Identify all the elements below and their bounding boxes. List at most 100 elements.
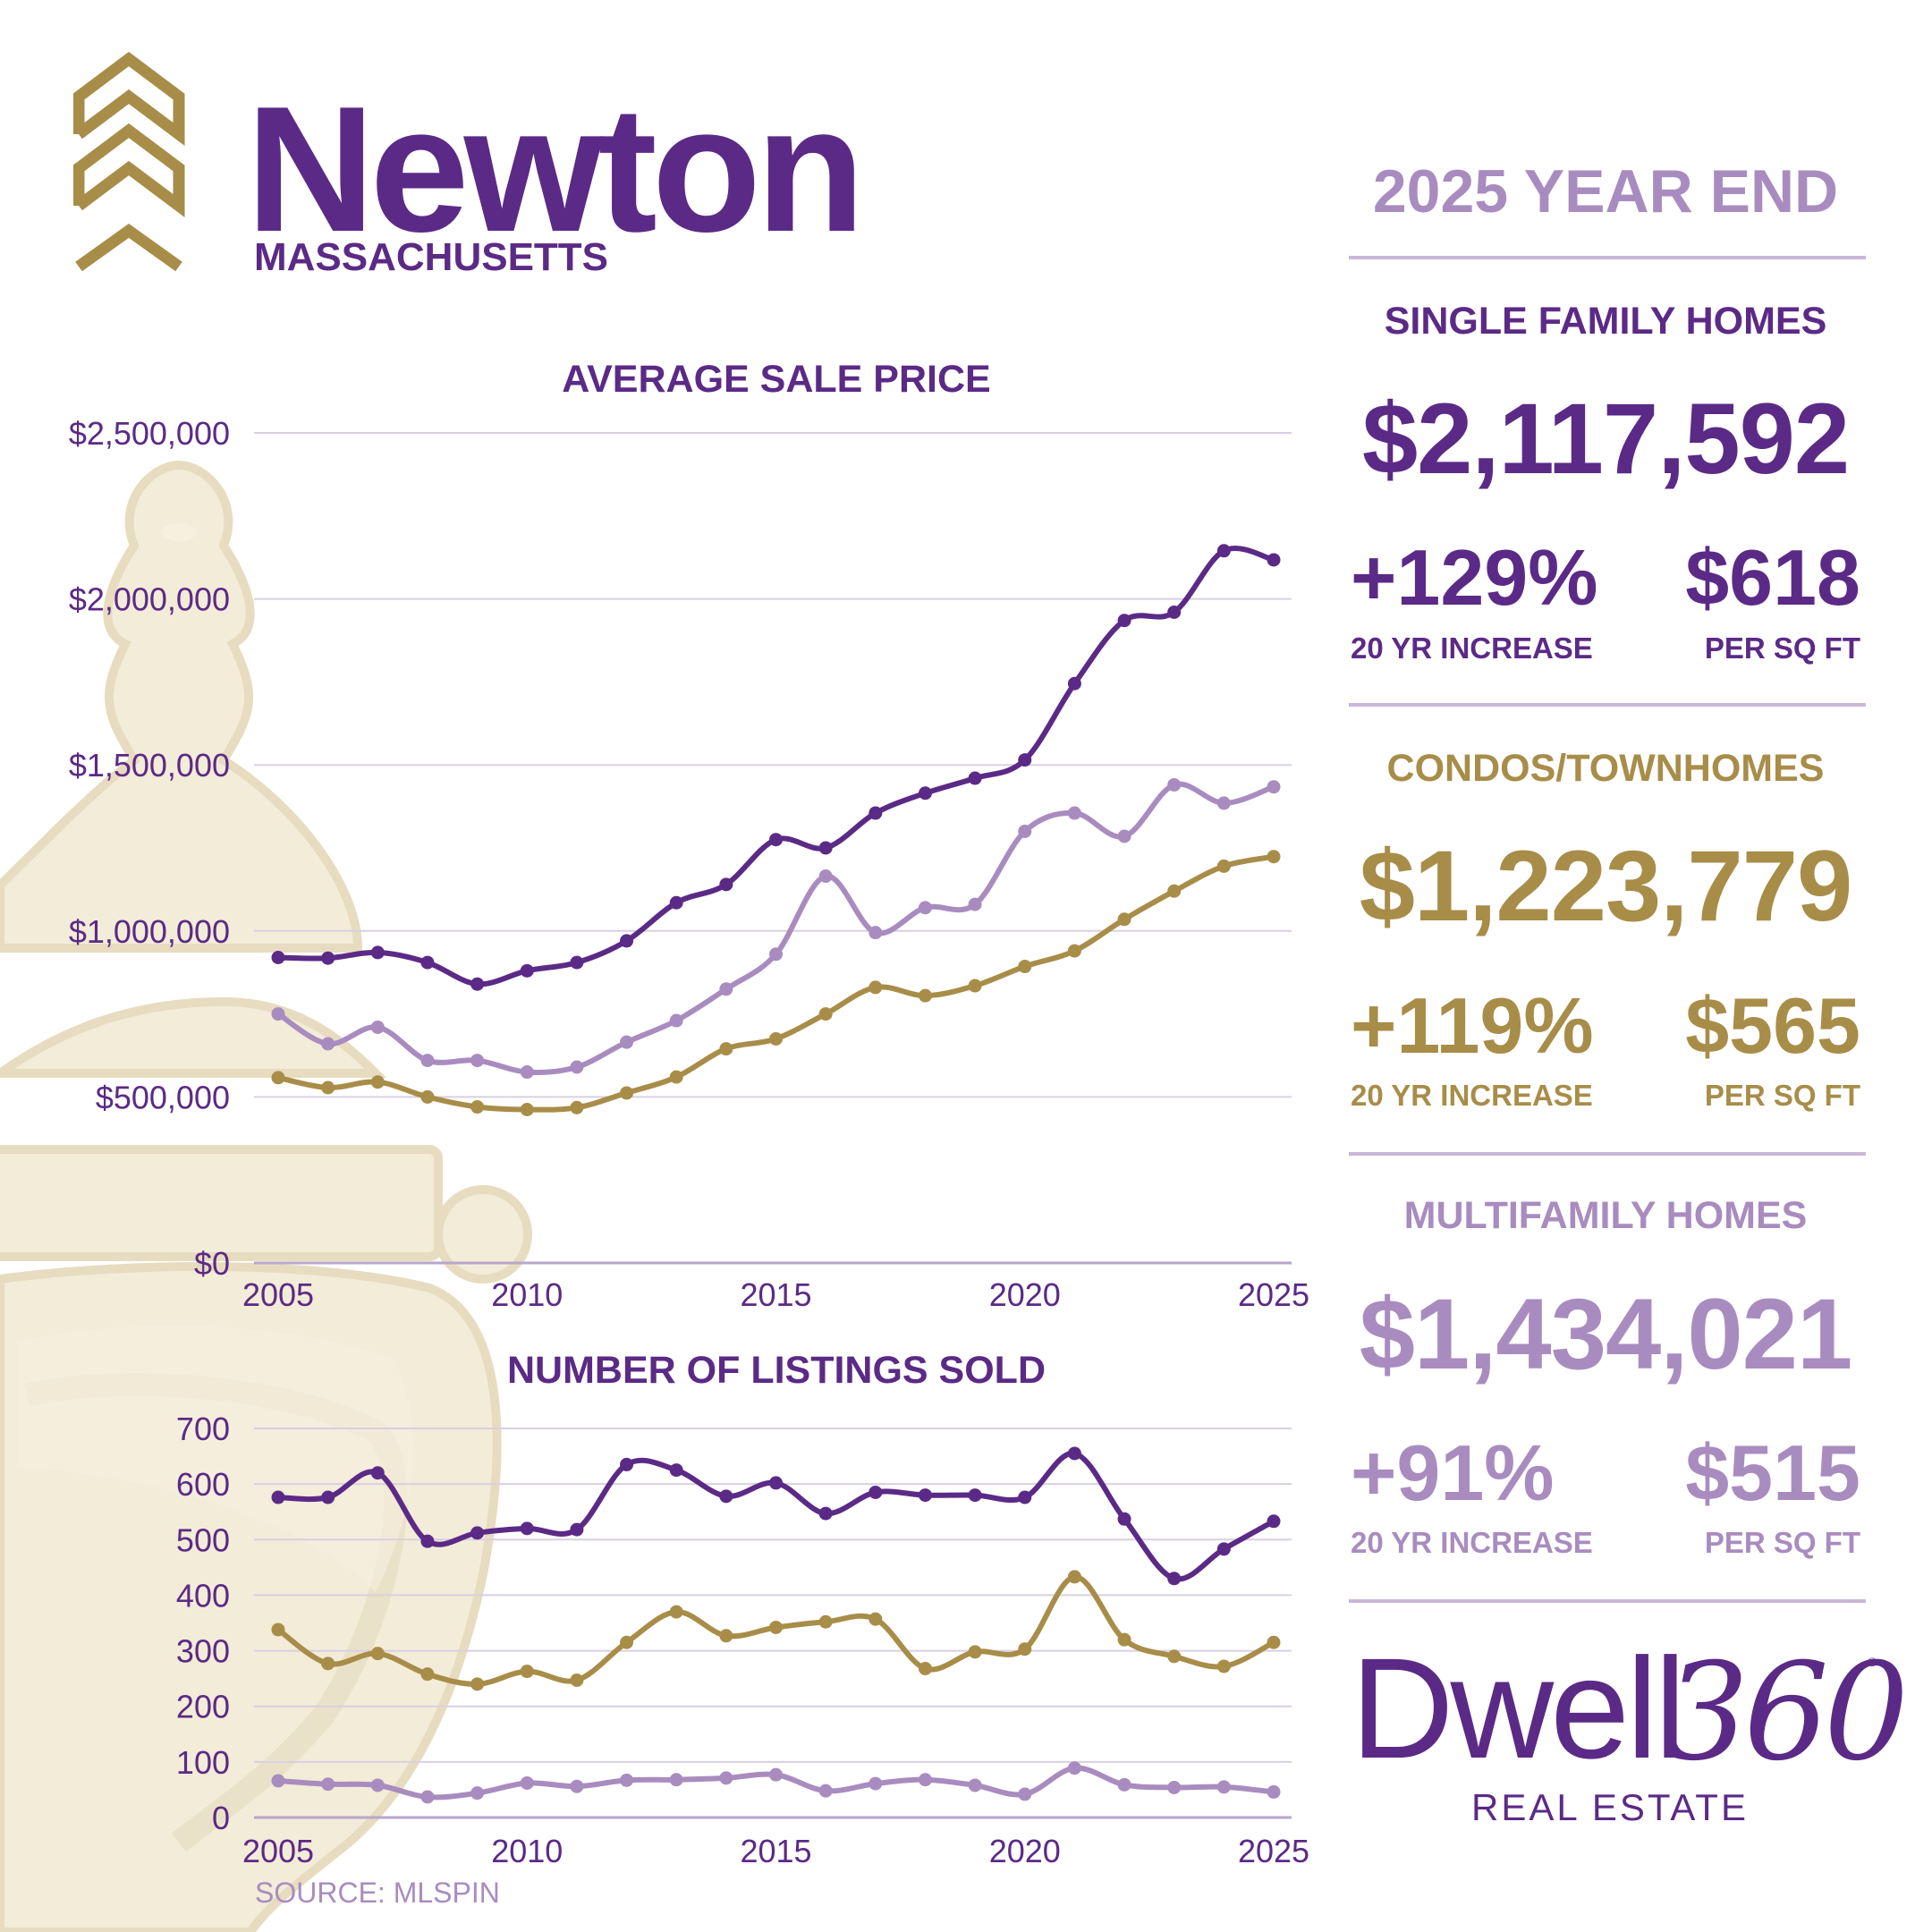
y-tick-label: 700 [176,1411,230,1447]
data-point-multifamily [420,1054,435,1068]
data-point-single_family [1267,1514,1281,1529]
data-point-multifamily [470,1786,485,1801]
data-point-condo [620,1086,634,1100]
data-point-single_family [669,895,683,910]
data-point-condo [869,1612,883,1626]
x-tick-label: 2015 [740,1276,811,1313]
data-point-single_family [1267,553,1281,567]
data-point-single_family [570,955,584,970]
series-line-single_family [275,546,1276,987]
condo-ppsf: $565 [1685,981,1860,1070]
data-point-condo [818,1007,833,1021]
y-tick-label: 500 [176,1521,230,1558]
data-point-condo [620,1635,634,1649]
data-point-multifamily [669,1013,683,1028]
data-point-condo [1117,1632,1131,1647]
data-point-multifamily [321,1777,335,1792]
data-point-single_family [1067,1446,1081,1461]
y-tick-label: 200 [176,1689,230,1725]
data-point-condo [1018,1642,1032,1657]
data-point-condo [968,1645,982,1659]
data-point-multifamily [1067,806,1081,820]
data-point-condo [570,1100,584,1114]
chevron-logo-icon [73,52,185,272]
data-point-single_family [818,841,833,855]
x-tick-label: 2025 [1238,1276,1309,1313]
y-tick-label: $2,000,000 [69,581,230,618]
data-point-multifamily [620,1773,634,1787]
data-point-condo [1117,912,1131,927]
brand-tagline: REAL ESTATE [1471,1786,1749,1828]
data-point-condo [1067,1570,1081,1584]
data-point-condo [520,1103,534,1117]
data-point-multifamily [620,1035,634,1049]
data-point-single_family [271,950,285,964]
data-point-multifamily [769,1767,783,1782]
data-point-multifamily [869,1776,883,1791]
data-point-single_family [968,771,982,785]
registered-mark: ® [1868,1655,1877,1669]
data-point-single_family [719,877,733,892]
x-tick-label: 2020 [989,1833,1061,1869]
data-point-condo [420,1089,435,1104]
data-point-multifamily [570,1060,584,1074]
multifamily-title: MULTIFAMILY HOMES [1403,1194,1808,1237]
y-tick-label: 400 [176,1577,230,1614]
data-point-multifamily [1018,1787,1032,1801]
data-point-single_family [420,955,435,970]
x-tick-label: 2025 [1238,1833,1309,1869]
multifamily-ppsf: $515 [1685,1428,1860,1517]
single-family-ppsf-label: PER SQ FT [1704,631,1860,665]
condo-increase: +119% [1351,981,1594,1070]
data-point-single_family [570,1522,584,1537]
condo-price: $1,223,779 [1359,830,1853,942]
data-point-multifamily [420,1790,435,1804]
data-point-condo [1167,884,1182,898]
data-point-condo [271,1623,285,1637]
data-point-multifamily [321,1037,335,1051]
data-point-single_family [669,1463,683,1478]
series-line-condo [275,853,1276,1113]
data-point-condo [669,1605,683,1619]
data-point-single_family [321,1490,335,1504]
x-tick-label: 2010 [491,1276,563,1313]
data-point-condo [769,1031,783,1046]
data-point-multifamily [271,1774,285,1788]
data-point-single_family [1216,1542,1231,1556]
data-point-single_family [520,963,534,978]
data-point-condo [719,1629,733,1643]
y-tick-label: $1,500,000 [69,747,230,784]
divider [1349,703,1866,707]
x-tick-label: 2015 [740,1833,811,1869]
data-point-condo [968,979,982,993]
data-point-single_family [769,833,783,847]
data-point-single_family [818,1506,833,1521]
data-point-multifamily [1267,1784,1281,1799]
x-tick-label: 2020 [989,1276,1061,1313]
data-point-single_family [1067,676,1081,691]
divider [1349,256,1866,259]
multifamily-increase-label: 20 YR INCREASE [1351,1526,1593,1559]
year-end-heading: 2025 YEAR END [1372,157,1839,225]
data-point-single_family [520,1521,534,1536]
divider [1349,1152,1866,1156]
single-family-price: $2,117,592 [1361,383,1850,495]
data-point-multifamily [1216,796,1231,810]
data-point-multifamily [769,947,783,962]
data-point-multifamily [1067,1761,1081,1775]
data-point-multifamily [719,982,733,996]
data-point-multifamily [818,1784,833,1798]
series-line-condo [275,1573,1276,1687]
data-point-single_family [470,977,485,991]
data-point-multifamily [1018,824,1032,838]
city-title: Newton [246,70,865,269]
single-family-increase: +129% [1351,533,1598,622]
listings-chart-title: NUMBER OF LISTINGS SOLD [507,1349,1046,1392]
data-point-condo [370,1647,385,1661]
data-point-condo [370,1075,385,1089]
x-tick-label: 2010 [491,1833,563,1869]
brand-logo-number: 360 [1664,1635,1909,1791]
data-point-multifamily [370,1778,385,1792]
data-point-multifamily [869,926,883,940]
data-point-single_family [271,1490,285,1504]
